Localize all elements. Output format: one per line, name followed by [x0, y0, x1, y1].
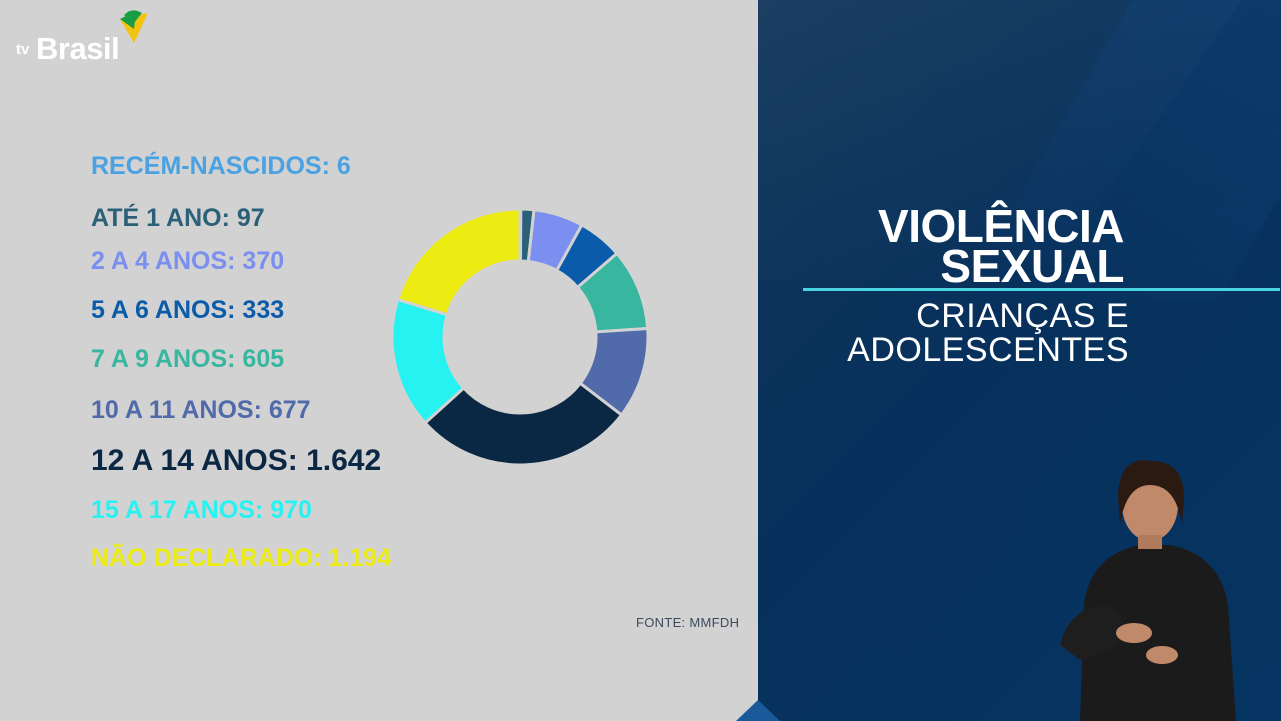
title-line-2: SEXUAL — [940, 240, 1124, 292]
corner-accent-triangle — [736, 700, 780, 721]
donut-slice-6 — [423, 381, 624, 467]
legend-12-a-14-anos: 12 A 14 ANOS: 1.642 — [91, 444, 382, 477]
donut-slice-8 — [395, 207, 522, 317]
logo-prefix: tv — [16, 41, 30, 58]
legend-nao-declarado: NÃO DECLARADO: 1.194 — [91, 544, 392, 572]
subtitle-line-2: ADOLESCENTES — [847, 331, 1129, 369]
legend-15-a-17-anos: 15 A 17 ANOS: 970 — [91, 496, 312, 524]
donut-chart — [390, 207, 650, 467]
legend-5-a-6-anos: 5 A 6 ANOS: 333 — [91, 296, 285, 324]
subtitle-line-1: CRIANÇAS E — [916, 297, 1129, 335]
tv-brasil-logo: tv Brasil — [14, 9, 154, 66]
legend-ate-1-ano: ATÉ 1 ANO: 97 — [91, 204, 265, 232]
sign-language-interpreter-image — [1060, 460, 1236, 721]
title-accent-line — [803, 288, 1280, 291]
logo-flag-icon — [120, 10, 148, 43]
source-note: FONTE: MMFDH — [636, 615, 740, 630]
title-line-1: VIOLÊNCIA — [878, 200, 1124, 252]
logo-name: Brasil — [36, 31, 120, 66]
legend-2-a-4-anos: 2 A 4 ANOS: 370 — [91, 247, 285, 275]
legend-7-a-9-anos: 7 A 9 ANOS: 605 — [91, 345, 285, 373]
legend-recem-nascidos: RECÉM-NASCIDOS: 6 — [91, 152, 351, 180]
legend-10-a-11-anos: 10 A 11 ANOS: 677 — [91, 396, 311, 424]
